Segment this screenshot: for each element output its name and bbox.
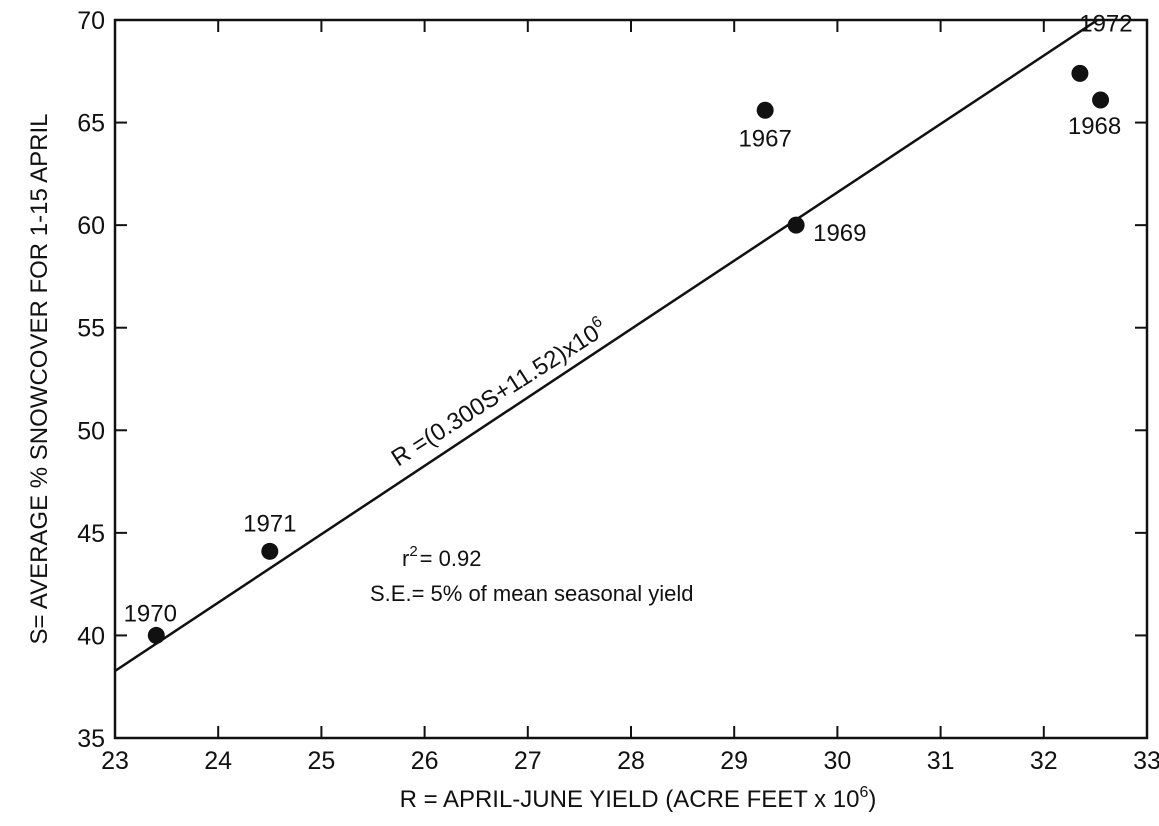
y-tick-label: 40 — [77, 622, 105, 650]
regression-line — [115, 20, 1100, 673]
x-tick-label: 31 — [927, 747, 955, 775]
point-label-1971: 1971 — [243, 510, 296, 537]
x-tick-label: 24 — [204, 747, 232, 775]
x-tick-label: 27 — [514, 747, 542, 775]
data-point-1972 — [1071, 64, 1089, 82]
x-tick-label: 25 — [307, 747, 335, 775]
standard-error-annotation: S.E.= 5% of mean seasonal yield — [370, 581, 693, 606]
y-tick-label: 60 — [77, 212, 105, 240]
data-point-1969 — [787, 216, 805, 234]
y-axis-title: S= AVERAGE % SNOWCOVER FOR 1-15 APRIL — [26, 113, 53, 644]
y-tick-label: 50 — [77, 417, 105, 445]
x-tick-label: 26 — [411, 747, 439, 775]
x-tick-label: 30 — [823, 747, 851, 775]
x-tick-label: 29 — [720, 747, 748, 775]
y-tick-label: 70 — [77, 7, 105, 35]
x-tick-label: 32 — [1030, 747, 1058, 775]
regression-layer — [115, 20, 1100, 673]
x-tick-label: 28 — [617, 747, 645, 775]
y-tick-label: 45 — [77, 520, 105, 548]
data-point-1967 — [756, 101, 774, 119]
point-label-1972: 1972 — [1079, 10, 1132, 37]
axes — [113, 18, 1149, 740]
y-tick-label: 35 — [77, 725, 105, 753]
x-axis-title: R = APRIL-JUNE YIELD (ACRE FEET x 106) — [400, 784, 877, 813]
point-label-1970: 1970 — [124, 600, 177, 627]
plot-frame — [113, 18, 1149, 740]
axis-ticks: 23 24 25 26 27 28 29 30 31 32 33 35 40 45 50 55 60 65 70 — [77, 7, 1159, 775]
data-point-1968 — [1092, 91, 1110, 109]
y-tick-label: 65 — [77, 110, 105, 138]
x-tick-label: 33 — [1133, 747, 1159, 775]
y-tick-label: 55 — [77, 315, 105, 343]
point-label-1969: 1969 — [813, 220, 866, 247]
regression-equation: R =(0.300S+11.52)x106 — [386, 313, 612, 472]
r-squared-annotation: r2= 0.92 — [402, 543, 481, 571]
point-label-1968: 1968 — [1068, 113, 1121, 140]
point-label-1967: 1967 — [738, 125, 791, 152]
data-point-1970 — [147, 626, 165, 644]
data-point-1971 — [261, 542, 279, 560]
point-labels: 1970 1971 1967 1969 1972 1968 — [124, 10, 1133, 627]
x-tick-label: 23 — [101, 747, 129, 775]
data-points — [147, 64, 1110, 644]
